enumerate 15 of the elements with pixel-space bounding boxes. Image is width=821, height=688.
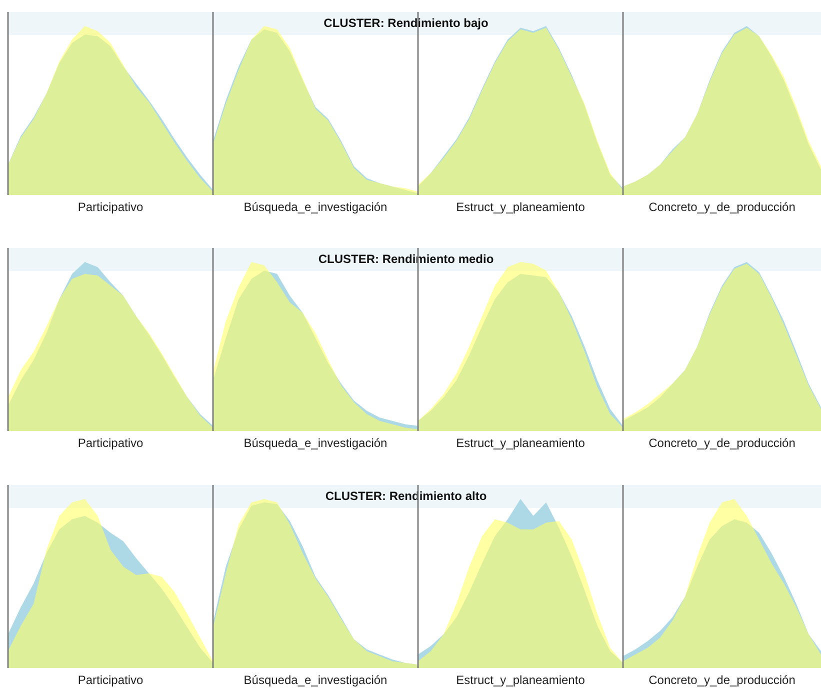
x-axis-title: Estruct_y_planeamiento (456, 436, 586, 450)
x-axis-title: Participativo (78, 673, 144, 687)
chart-title: CLUSTER: Rendimiento medio (318, 252, 494, 266)
x-axis-title: Participativo (78, 436, 144, 450)
x-axis-title: Estruct_y_planeamiento (456, 200, 586, 214)
x-axis-title: Concreto_y_de_producción (648, 673, 796, 687)
x-axis-title: Concreto_y_de_producción (648, 436, 796, 450)
x-axis-title: Búsqueda_e_investigación (244, 436, 388, 450)
x-axis-title: Búsqueda_e_investigación (244, 200, 388, 214)
x-axis-title: Estruct_y_planeamiento (456, 673, 586, 687)
x-axis-title: Concreto_y_de_producción (648, 200, 796, 214)
x-axis-title: Participativo (78, 200, 144, 214)
x-axis-title: Búsqueda_e_investigación (244, 673, 388, 687)
chart-title: CLUSTER: Rendimiento alto (325, 489, 487, 503)
chart-title: CLUSTER: Rendimiento bajo (324, 16, 488, 30)
